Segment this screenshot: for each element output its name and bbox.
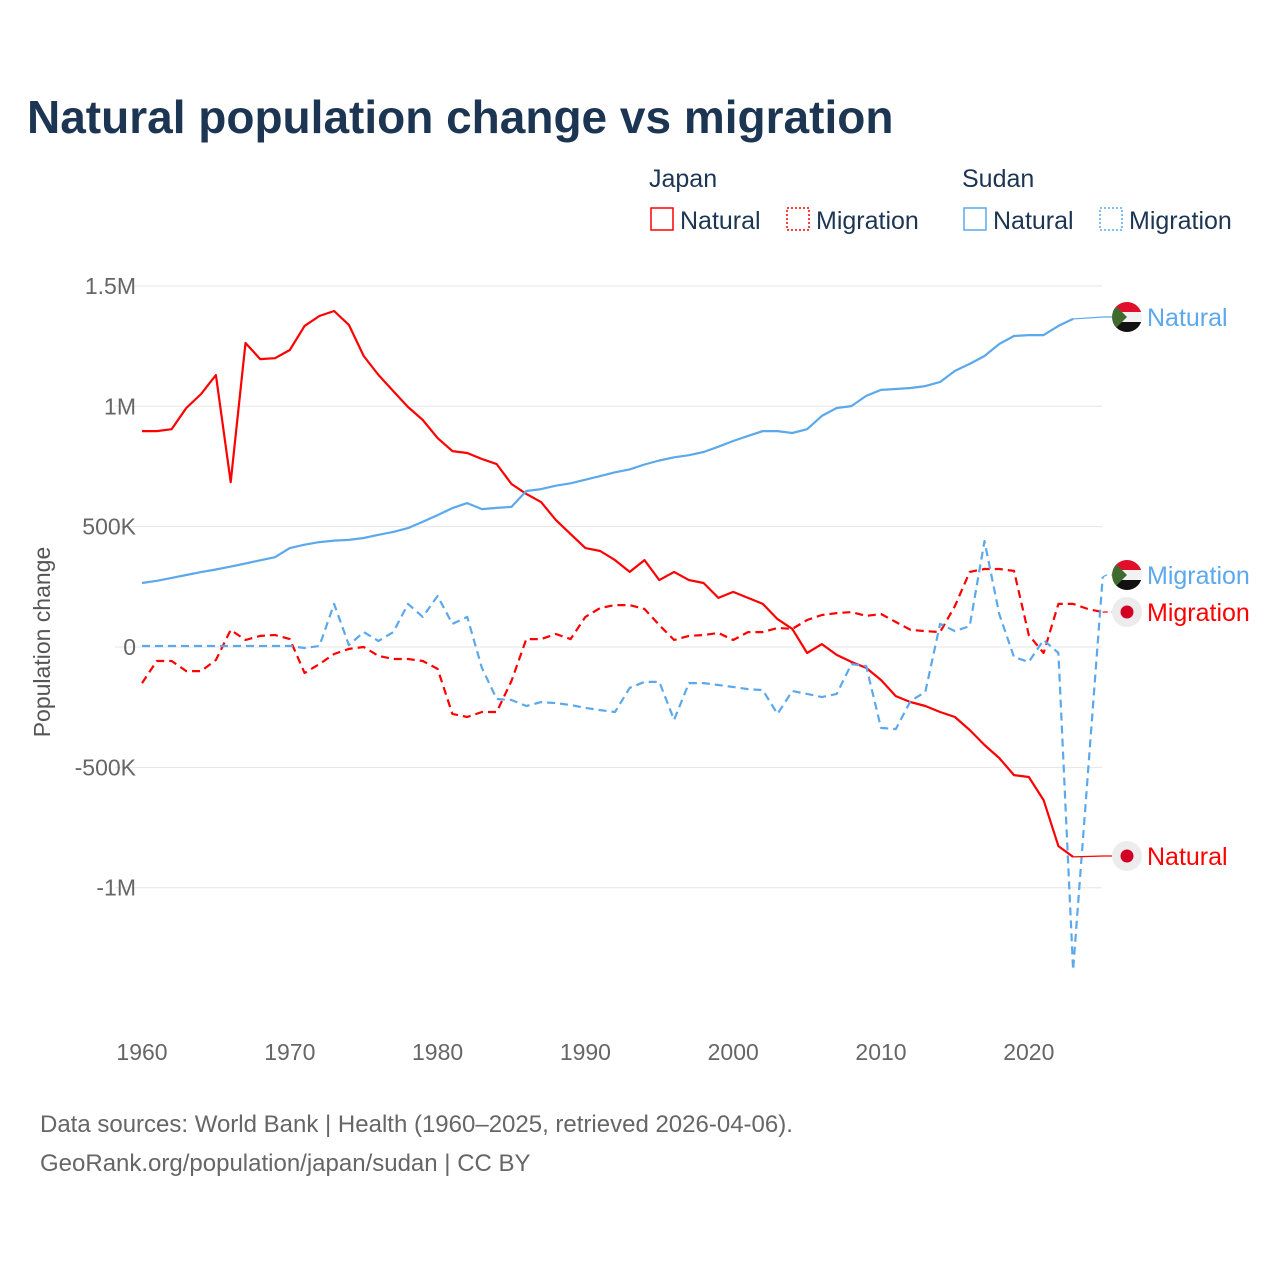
y-tick-label: 500K bbox=[82, 514, 136, 540]
series-line-japan-migration[interactable] bbox=[141, 567, 1103, 719]
gridlines bbox=[115, 285, 1102, 889]
end-label-connector bbox=[1102, 574, 1112, 578]
legend-item-sudan-migration[interactable]: Migration bbox=[1099, 207, 1232, 235]
legend-label: Natural bbox=[680, 207, 761, 235]
source-line-1: Data sources: World Bank | Health (1960–… bbox=[40, 1111, 793, 1138]
flag-icon-japan bbox=[1112, 597, 1142, 627]
legend-label: Migration bbox=[816, 207, 919, 235]
x-tick-label: 2010 bbox=[855, 1039, 906, 1065]
flag-icon-sudan bbox=[1112, 560, 1142, 590]
legend-group-sudan: Sudan bbox=[962, 165, 1034, 193]
legend-item-sudan-natural[interactable]: Natural bbox=[963, 207, 1074, 235]
legend-swatch-sudan-natural bbox=[963, 207, 987, 231]
series-line-japan-natural[interactable] bbox=[142, 309, 1074, 858]
x-tick-label: 1970 bbox=[264, 1039, 315, 1065]
end-label-sudan-natural: Natural bbox=[1147, 304, 1228, 332]
source-line-2[interactable]: GeoRank.org/population/japan/sudan | CC … bbox=[40, 1150, 531, 1177]
y-tick-label: 0 bbox=[123, 634, 136, 660]
end-label-sudan-migration: Migration bbox=[1147, 562, 1250, 590]
legend-item-japan-migration[interactable]: Migration bbox=[786, 207, 919, 235]
series-line-sudan-migration[interactable] bbox=[142, 540, 1104, 972]
x-tick-label: 2020 bbox=[1003, 1039, 1054, 1065]
series-lines bbox=[141, 309, 1104, 972]
chart-title: Natural population change vs migration bbox=[27, 91, 893, 143]
x-tick-label: 1980 bbox=[412, 1039, 463, 1065]
legend-label: Natural bbox=[993, 207, 1074, 235]
flag-icon-sudan bbox=[1112, 302, 1142, 332]
legend-swatch-sudan-migration bbox=[1099, 207, 1123, 231]
legend-label: Migration bbox=[1129, 207, 1232, 235]
x-tick-label: 1960 bbox=[116, 1039, 167, 1065]
legend-item-japan-natural[interactable]: Natural bbox=[650, 207, 761, 235]
series-line-sudan-natural[interactable] bbox=[141, 317, 1074, 585]
y-axis: 1.5M 1M 500K 0 -500K -1M bbox=[75, 273, 137, 901]
x-tick-label: 1990 bbox=[560, 1039, 611, 1065]
x-tick-label: 2000 bbox=[708, 1039, 759, 1065]
flag-icon-japan bbox=[1112, 841, 1142, 871]
y-axis-label: Population change bbox=[29, 547, 55, 738]
y-tick-label: 1M bbox=[104, 393, 136, 419]
legend-group-japan: Japan bbox=[649, 165, 717, 193]
end-label-japan-migration: Migration bbox=[1147, 599, 1250, 627]
end-label-connector bbox=[1073, 855, 1112, 858]
legend-swatch-japan-migration bbox=[786, 207, 810, 231]
legend: Japan Sudan Natural Migration Natural Mi… bbox=[649, 165, 1232, 235]
y-tick-label: -1M bbox=[96, 875, 136, 901]
legend-swatch-japan-natural bbox=[650, 207, 674, 231]
x-axis: 1960 1970 1980 1990 2000 2010 2020 bbox=[116, 1039, 1054, 1065]
end-label-connector bbox=[1073, 316, 1112, 320]
end-label-japan-natural: Natural bbox=[1147, 843, 1228, 871]
end-labels: Natural Migration Natural Migration bbox=[1073, 302, 1250, 871]
y-tick-label: -500K bbox=[75, 754, 137, 780]
y-tick-label: 1.5M bbox=[85, 273, 136, 299]
